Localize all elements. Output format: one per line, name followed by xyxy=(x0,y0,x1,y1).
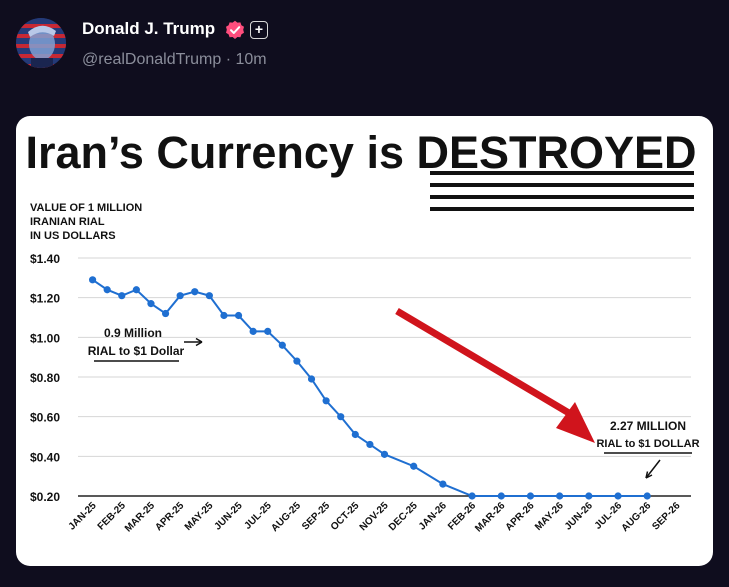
title-underline-3 xyxy=(430,195,694,199)
data-point xyxy=(161,309,170,318)
y-tick-label: $1.40 xyxy=(30,252,60,266)
y-axis-title-line-2: IRANIAN RIAL xyxy=(30,216,105,228)
data-point xyxy=(293,357,301,365)
data-point xyxy=(366,440,374,449)
annotation-right-arrowhead xyxy=(645,471,653,479)
x-tick-label: JUN-25 xyxy=(213,500,245,532)
x-tick-label: DEC-25 xyxy=(387,500,420,533)
data-point xyxy=(249,327,257,335)
data-point xyxy=(556,492,564,500)
x-tick-label: SEP-26 xyxy=(650,500,682,532)
y-axis-title-line-1: VALUE OF 1 MILLION xyxy=(30,202,142,214)
post-meta: @realDonaldTrump · 10m xyxy=(82,51,267,69)
currency-chart: Iran’s Currency is DESTROYED VALUE OF 1 … xyxy=(25,127,700,534)
x-tick-label: MAR-26 xyxy=(473,500,507,534)
data-point xyxy=(643,492,651,500)
data-point xyxy=(132,286,140,294)
data-point xyxy=(176,292,184,300)
y-tick-label: $0.80 xyxy=(30,371,60,385)
chart-title-emphasis: DESTROYED xyxy=(416,127,696,178)
gridlines xyxy=(78,257,691,497)
x-tick-label: JUN-26 xyxy=(563,500,595,532)
data-point xyxy=(526,492,535,500)
data-point xyxy=(585,492,593,500)
data-point xyxy=(410,462,418,470)
y-axis-ticks: $0.20 $0.40 $0.60 $0.80 $1.00 $1.20 $1.40 xyxy=(30,252,60,504)
data-point xyxy=(88,276,97,284)
x-tick-label: SEP-25 xyxy=(300,500,332,532)
chart-title-prefix: Iran’s Currency is xyxy=(25,127,416,178)
y-tick-label: $1.20 xyxy=(30,292,60,306)
meta-separator: · xyxy=(225,51,232,68)
x-tick-label: AUG-25 xyxy=(269,500,303,534)
annotation-right-line-2: RIAL to $1 DOLLAR xyxy=(596,438,699,450)
x-tick-label: MAR-25 xyxy=(123,500,157,534)
x-tick-label: OCT-25 xyxy=(329,500,362,533)
y-tick-label: $1.00 xyxy=(30,331,60,345)
y-tick-label: $0.40 xyxy=(30,450,60,464)
y-tick-label: $0.20 xyxy=(30,490,60,504)
data-point xyxy=(380,450,389,458)
series-line xyxy=(92,278,648,497)
data-point xyxy=(497,492,505,500)
data-point xyxy=(147,300,155,308)
x-tick-label: MAY-26 xyxy=(533,500,566,533)
data-point xyxy=(264,327,272,335)
verified-badge-icon xyxy=(226,20,244,39)
annotation-left-arrowhead xyxy=(195,337,203,347)
post-time[interactable]: 10m xyxy=(235,51,267,68)
series-points xyxy=(88,276,651,500)
trend-arrow-head xyxy=(556,402,595,443)
annotation-right-line-1: 2.27 MILLION xyxy=(610,419,686,433)
x-tick-label: MAY-25 xyxy=(183,500,216,533)
data-point xyxy=(220,311,228,320)
annotation-right: 2.27 MILLION RIAL to $1 DOLLAR xyxy=(596,419,700,479)
data-point xyxy=(118,292,126,300)
data-point xyxy=(439,480,447,488)
data-point xyxy=(191,288,199,296)
data-point xyxy=(205,292,213,300)
data-point xyxy=(103,286,111,294)
title-underlines xyxy=(430,171,694,211)
data-point xyxy=(351,430,359,439)
title-underline-2 xyxy=(430,183,694,187)
author-name[interactable]: Donald J. Trump xyxy=(82,19,216,38)
trend-arrow xyxy=(395,307,595,443)
avatar-portrait-icon xyxy=(16,18,66,68)
annotation-left: 0.9 Million RIAL to $1 Dollar xyxy=(88,326,203,362)
author-handle[interactable]: @realDonaldTrump xyxy=(82,51,222,68)
post-image-card[interactable]: Iran’s Currency is DESTROYED VALUE OF 1 … xyxy=(16,116,713,566)
chart-title: Iran’s Currency is DESTROYED xyxy=(25,127,696,178)
annotation-right-arrow xyxy=(645,459,661,479)
annotation-left-line-2: RIAL to $1 Dollar xyxy=(88,344,185,358)
x-tick-label: AUG-26 xyxy=(620,500,654,534)
x-tick-label: APR-25 xyxy=(153,500,186,533)
title-underline-4 xyxy=(430,207,694,211)
title-underline-1 xyxy=(430,171,694,175)
avatar[interactable] xyxy=(16,18,66,68)
annotation-left-line-1: 0.9 Million xyxy=(104,326,162,340)
x-tick-label: JAN-25 xyxy=(67,500,99,532)
x-tick-label: JAN-26 xyxy=(417,500,449,532)
data-point xyxy=(307,375,316,383)
data-point xyxy=(322,397,330,405)
data-point xyxy=(614,492,622,500)
data-point xyxy=(337,413,345,421)
data-point xyxy=(278,341,286,349)
x-tick-label: NOV-25 xyxy=(358,500,391,533)
x-tick-label: APR-26 xyxy=(504,500,537,533)
y-tick-label: $0.60 xyxy=(30,411,60,425)
subscription-badge-icon: + xyxy=(250,21,268,39)
data-point xyxy=(468,492,476,500)
x-axis-ticks: JAN-25FEB-25MAR-25APR-25MAY-25JUN-25JUL-… xyxy=(67,500,683,534)
data-point xyxy=(234,311,243,320)
trend-arrow-shaft xyxy=(395,307,576,420)
y-axis-title-line-3: IN US DOLLARS xyxy=(30,230,116,242)
